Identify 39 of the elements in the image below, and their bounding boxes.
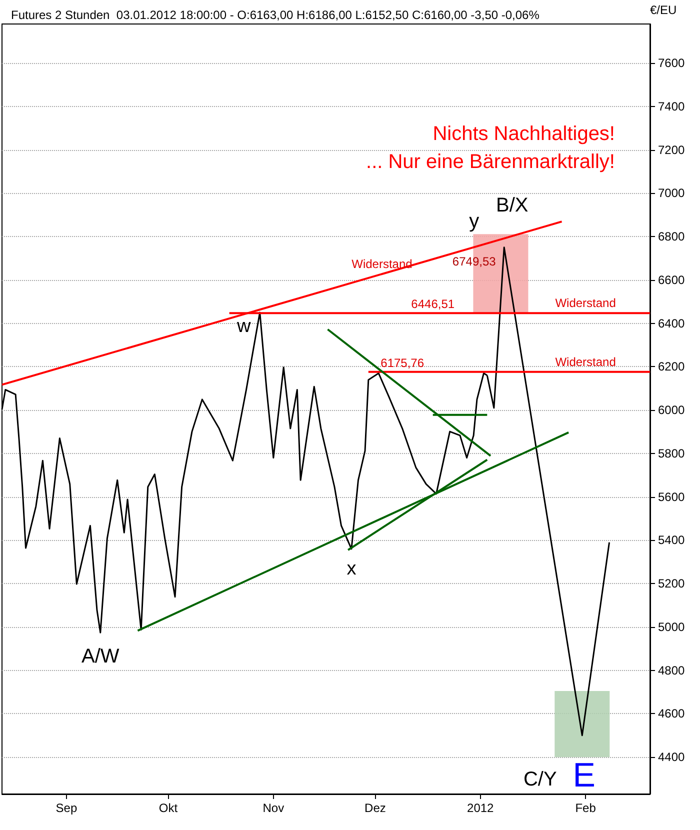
annotation: 6749,53 bbox=[452, 254, 496, 268]
annotation: Widerstand bbox=[555, 354, 616, 369]
y-tick-label: 7000 bbox=[658, 186, 686, 200]
x-tick-label: Feb bbox=[575, 801, 596, 815]
y-tick-label: 6400 bbox=[658, 316, 686, 330]
annotation: B/X bbox=[496, 194, 528, 216]
x-tick-label: Dez bbox=[364, 801, 386, 815]
annotation: Widerstand bbox=[352, 256, 412, 271]
annotation: w bbox=[236, 316, 251, 337]
annotation: y bbox=[469, 210, 480, 232]
y-axis-title: €/EU bbox=[650, 3, 677, 17]
annotation: 6175,76 bbox=[380, 356, 424, 370]
annotation: E bbox=[572, 756, 596, 794]
y-tick-label: 7400 bbox=[658, 99, 686, 114]
annotation: A/W bbox=[81, 646, 120, 668]
annotation: x bbox=[346, 558, 357, 580]
y-tick-label: 5400 bbox=[658, 533, 686, 548]
y-tick-label: 7200 bbox=[658, 142, 686, 157]
annotation: C/Y bbox=[523, 768, 557, 790]
y-tick-label: 5800 bbox=[658, 446, 686, 460]
y-tick-label: 4800 bbox=[658, 663, 686, 678]
y-tick-label: 5600 bbox=[658, 490, 686, 504]
y-tick-label: 7600 bbox=[658, 56, 686, 70]
y-tick-label: 4600 bbox=[658, 706, 686, 721]
annotation: Widerstand bbox=[555, 296, 616, 310]
y-tick-label: 6800 bbox=[658, 230, 686, 244]
x-tick-label: Sep bbox=[56, 801, 78, 815]
annotation: 6446,51 bbox=[411, 297, 455, 312]
x-tick-label: 2012 bbox=[467, 801, 494, 815]
text: Nichts Nachhaltiges! ... Nur eine Bärenmarktrally! bbox=[366, 123, 615, 173]
y-tick-label: 6600 bbox=[658, 272, 686, 287]
y-tick-label: 5000 bbox=[658, 620, 686, 634]
y-tick-label: 6200 bbox=[658, 360, 686, 374]
x-tick-label: Nov bbox=[262, 801, 284, 815]
y-tick-label: 6000 bbox=[658, 403, 686, 418]
y-tick-label: 4400 bbox=[658, 750, 686, 764]
y-tick-label: 5200 bbox=[658, 576, 686, 591]
chart-title: Futures 2 Stunden 03.01.2012 18:00:00 - O:6163,00 H:6186,00 L:6152,50 C:6160,00 -3,50 -0,06% bbox=[11, 8, 540, 22]
x-tick-label: Okt bbox=[158, 801, 178, 815]
